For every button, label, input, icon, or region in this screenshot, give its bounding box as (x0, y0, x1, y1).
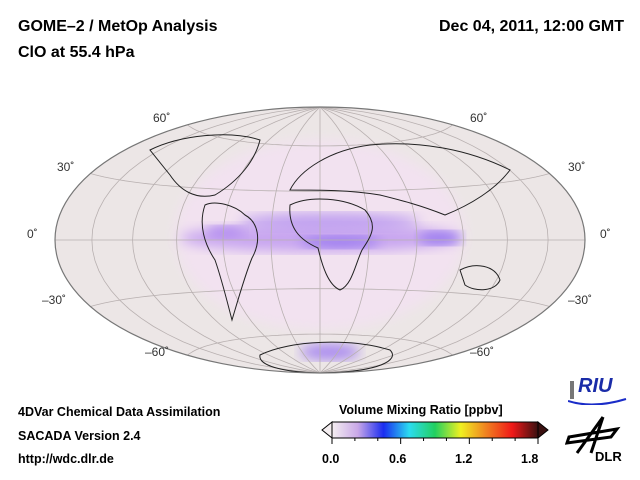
colorbar-min-arrow (321, 420, 333, 440)
lat-label-0-left: 0˚ (27, 227, 38, 241)
lat-label-60n-left: 60˚ (153, 111, 171, 125)
meridian (319, 107, 549, 373)
meridian (319, 107, 508, 373)
colorbar (321, 420, 549, 444)
footer-line-1: 4DVar Chemical Data Assimilation (18, 405, 221, 419)
lat-label-60n-right: 60˚ (470, 111, 488, 125)
coastlines (149, 134, 511, 373)
map (54, 106, 586, 374)
lat-label-30s-left: –30˚ (42, 293, 67, 307)
footer-line-2: SACADA Version 2.4 (18, 429, 141, 443)
lat-label-30n-right: 30˚ (568, 160, 586, 174)
datetime: Dec 04, 2011, 12:00 GMT (439, 18, 624, 35)
meridian (319, 107, 370, 373)
colorbar-gradient (331, 421, 539, 439)
colorbar-tick-0: 0.0 (322, 452, 340, 466)
colorbar-tick-2: 1.2 (455, 452, 473, 466)
dlr-logo-text: DLR (595, 449, 622, 464)
colorbar-max-arrow (537, 420, 549, 440)
title: GOME–2 / MetOp Analysis (18, 18, 218, 35)
meridian (176, 107, 321, 373)
meridian (132, 107, 321, 373)
riu-logo: RIU (568, 375, 628, 405)
graticule (55, 107, 585, 373)
footer-link[interactable]: http://wdc.dlr.de (18, 452, 114, 466)
meridian (222, 107, 321, 373)
lat-label-30s-right: –30˚ (568, 293, 593, 307)
meridian (91, 107, 321, 373)
lat-label-60s-right: –60˚ (470, 345, 495, 359)
meridian (319, 107, 418, 373)
colorbar-tick-1: 0.6 (389, 452, 407, 466)
lat-label-30n-left: 30˚ (57, 160, 75, 174)
lat-label-0-right: 0˚ (600, 227, 611, 241)
colorbar-title: Volume Mixing Ratio [ppbv] (339, 403, 503, 417)
riu-logo-text: RIU (578, 375, 613, 397)
dlr-logo: DLR (565, 415, 625, 470)
meridian (319, 107, 464, 373)
meridian (270, 107, 321, 373)
globe-outline (54, 106, 586, 374)
colorbar-tick-3: 1.8 (521, 452, 539, 466)
subtitle: ClO at 55.4 hPa (18, 44, 135, 61)
lat-label-60s-left: –60˚ (145, 345, 170, 359)
